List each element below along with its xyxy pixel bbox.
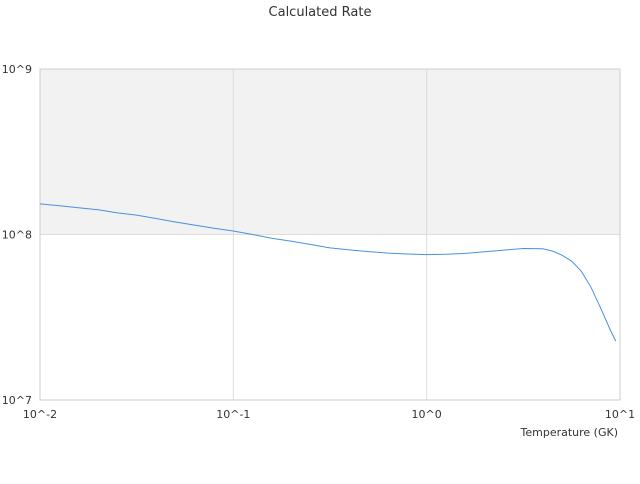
data-point [609,328,612,331]
data-point [367,250,370,253]
data-point [483,250,486,253]
data-point [445,253,448,256]
data-point [174,220,177,223]
data-point [97,208,100,211]
data-point [590,286,593,289]
data-point [251,233,254,236]
shaded-band [40,69,620,235]
data-point [290,240,293,243]
series-line [39,203,617,342]
data-point [58,204,61,207]
y-tick-label-2: 10^9 [2,63,32,76]
data-point [77,206,80,209]
x-tick-label-0: 10^-2 [23,408,57,421]
x-tick-label-2: 10^0 [412,408,442,421]
chart-title: Calculated Rate [269,5,372,20]
data-point [154,217,157,220]
data-point [614,340,617,343]
data-point [232,229,235,232]
data-point [309,243,312,246]
data-point [193,224,196,227]
x-tick-label-3: 10^1 [605,408,635,421]
data-point [116,211,119,214]
data-point [135,214,138,217]
y-tick-label-1: 10^8 [2,229,32,242]
x-tick-label-1: 10^-1 [216,408,250,421]
plot-area-border [39,68,621,401]
data-point [599,306,602,309]
data-point [580,270,583,273]
data-point [39,202,42,205]
data-point [541,247,544,250]
data-point [551,249,554,252]
data-point [406,253,409,256]
data-point [560,254,563,257]
data-point [328,246,331,249]
data-point [502,249,505,252]
data-point [522,247,525,250]
data-point [387,252,390,255]
data-point [464,252,467,255]
data-point [348,248,351,251]
data-point [212,227,215,230]
data-point [425,253,428,256]
x-axis-label: Temperature (GK) [520,426,619,439]
y-tick-label-0: 10^7 [2,394,32,407]
data-point [270,237,273,240]
data-point [570,260,573,263]
